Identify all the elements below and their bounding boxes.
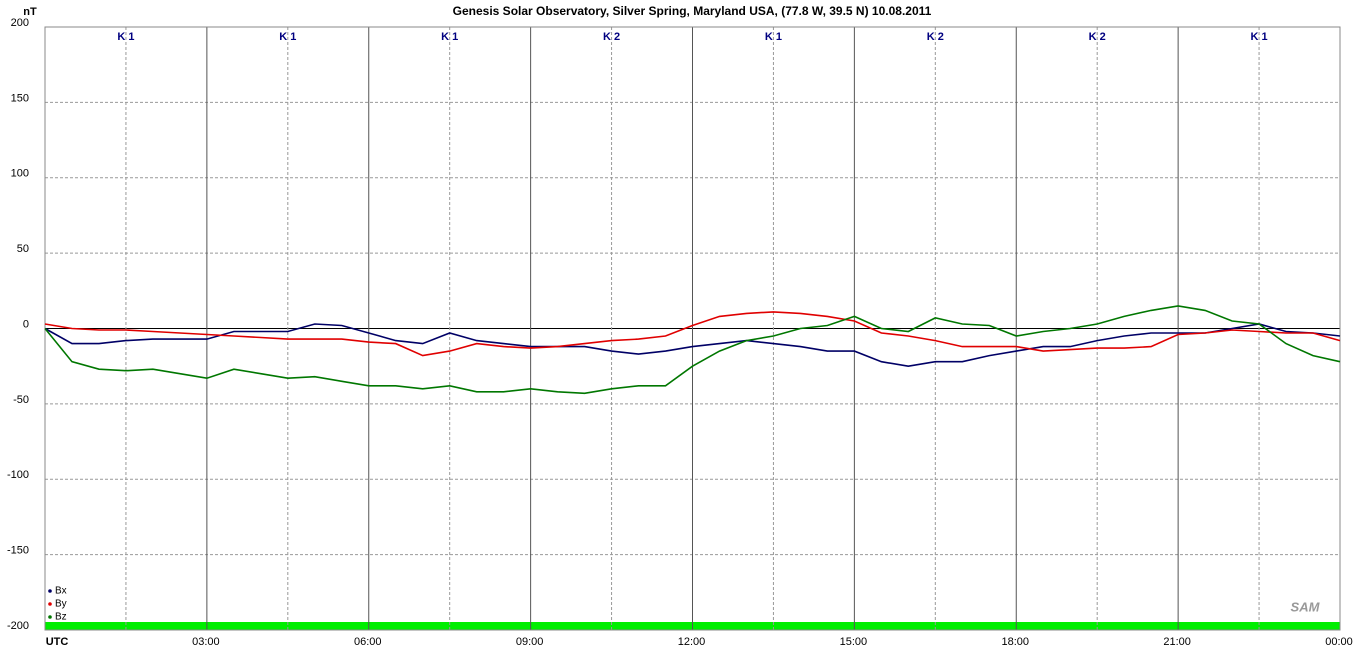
legend-marker bbox=[48, 602, 52, 606]
k-index: K 2 bbox=[927, 31, 944, 43]
x-tick-label: 15:00 bbox=[840, 636, 868, 648]
y-tick-label: -150 bbox=[7, 545, 29, 557]
y-tick-label: 150 bbox=[11, 92, 29, 104]
chart-title: Genesis Solar Observatory, Silver Spring… bbox=[453, 4, 932, 18]
k-index: K 1 bbox=[279, 31, 296, 43]
x-tick-label: 21:00 bbox=[1163, 636, 1191, 648]
y-tick-label: -50 bbox=[13, 394, 29, 406]
y-tick-label: 100 bbox=[11, 168, 29, 180]
series-line bbox=[44, 311, 1341, 357]
k-index: K 1 bbox=[1251, 31, 1268, 43]
series-line bbox=[44, 323, 1341, 368]
legend-label: Bz bbox=[55, 612, 67, 623]
x-tick-label: UTC bbox=[46, 636, 69, 648]
y-tick-label: 50 bbox=[17, 243, 29, 255]
x-tick-label: 18:00 bbox=[1001, 636, 1029, 648]
logo: SAM bbox=[1291, 599, 1321, 614]
legend-label: By bbox=[55, 599, 67, 610]
x-tick-label: 06:00 bbox=[354, 636, 382, 648]
k-index: K 1 bbox=[117, 31, 134, 43]
k-index: K 2 bbox=[603, 31, 620, 43]
x-tick-label: 03:00 bbox=[192, 636, 220, 648]
y-tick-label: 200 bbox=[11, 17, 29, 29]
k-index: K 2 bbox=[1089, 31, 1106, 43]
k-index: K 1 bbox=[441, 31, 458, 43]
legend-marker bbox=[48, 615, 52, 619]
y-tick-label: -100 bbox=[7, 469, 29, 481]
x-tick-label: 12:00 bbox=[678, 636, 706, 648]
y-tick-label: 0 bbox=[23, 318, 29, 330]
x-tick-label: 00:00 bbox=[1325, 636, 1353, 648]
y-axis-label: nT bbox=[23, 6, 37, 18]
series-line bbox=[44, 305, 1341, 395]
y-tick-label: -200 bbox=[7, 620, 29, 632]
legend-label: Bx bbox=[55, 586, 67, 597]
x-tick-label: 09:00 bbox=[516, 636, 544, 648]
legend-marker bbox=[48, 589, 52, 593]
k-index: K 1 bbox=[765, 31, 782, 43]
